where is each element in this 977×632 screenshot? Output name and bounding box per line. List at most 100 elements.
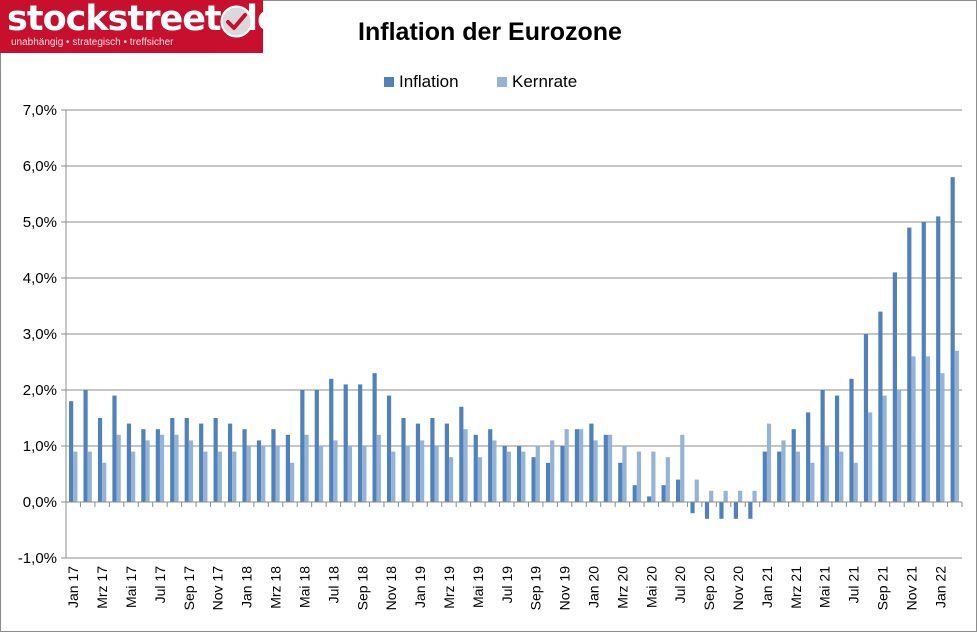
bar-inflation-okt-20 [719,502,724,519]
x-tick-label: Mai 18 [296,566,312,608]
bar-inflation-jan-17 [69,401,74,502]
bar-inflation-okt-21 [892,272,897,502]
legend-label-kernrate: Kernrate [512,72,578,91]
bar-inflation-feb-19 [430,418,435,502]
bar-inflation-mai-17 [126,423,132,502]
bar-inflation-dez-18 [401,418,406,502]
bar-inflation-jul-19 [502,446,507,502]
bar-inflation-jul-17 [155,429,160,502]
bar-kernrate-aug-18 [347,446,352,502]
chart-title: Inflation der Eurozone [358,18,622,46]
bar-inflation-mai-20 [647,496,652,502]
bar-kernrate-feb-20 [607,434,613,502]
bar-inflation-dez-17 [228,423,233,502]
bar-kernrate-aug-20 [694,479,699,502]
x-tick-label: Nov 17 [210,566,226,611]
bar-kernrate-mrz-19 [448,457,454,502]
bar-kernrate-mai-17 [131,451,136,502]
bar-kernrate-jan-17 [73,451,78,502]
bar-kernrate-jan-20 [593,440,598,502]
bar-inflation-sep-21 [878,311,883,502]
legend-label-inflation: Inflation [399,72,459,91]
bar-kernrate-feb-19 [434,446,439,502]
bar-kernrate-jan-22 [940,373,945,502]
y-tick-label: 4,0% [23,270,57,287]
bar-kernrate-okt-21 [896,390,902,502]
x-tick-label: Jan 22 [932,566,948,608]
y-tick-label: 3,0% [23,326,57,343]
bar-kernrate-jun-19 [492,440,497,502]
bar-inflation-jul-21 [849,378,854,502]
bar-inflation-feb-20 [603,434,608,502]
bar-kernrate-aug-17 [174,434,179,502]
bar-inflation-nov-20 [733,502,738,519]
x-tick-label: Sep 21 [875,566,891,611]
bar-inflation-feb-22 [950,177,955,502]
bar-inflation-apr-17 [112,395,117,502]
x-tick-label: Nov 18 [383,566,399,611]
bar-inflation-sep-18 [358,384,363,502]
bar-inflation-sep-20 [704,502,710,519]
bar-inflation-mai-21 [820,390,825,502]
x-tick-label: Jan 19 [412,566,428,608]
bar-inflation-apr-20 [632,485,637,502]
x-tick-label: Jul 20 [672,566,688,604]
bar-inflation-jul-20 [676,479,681,502]
y-tick-label: -1,0% [18,550,57,567]
y-tick-label: 6,0% [23,158,57,175]
bar-inflation-okt-17 [199,423,204,502]
bar-inflation-aug-18 [343,384,348,502]
bar-kernrate-mrz-20 [622,446,627,502]
bar-kernrate-jul-18 [333,440,338,502]
bar-kernrate-mai-19 [477,457,483,502]
bar-kernrate-mrz-18 [275,446,280,502]
bar-kernrate-feb-18 [261,446,266,502]
bar-inflation-mrz-17 [97,418,103,502]
bar-kernrate-aug-21 [868,412,873,502]
x-tick-label: Sep 18 [354,566,370,611]
bar-kernrate-okt-17 [203,451,208,502]
bar-kernrate-dez-21 [925,356,931,502]
bar-inflation-jan-19 [415,423,421,502]
bar-inflation-feb-18 [256,440,262,502]
bar-inflation-aug-19 [517,446,522,502]
x-tick-label: Mrz 19 [441,566,457,609]
bar-kernrate-apr-17 [116,434,121,502]
bar-inflation-nov-21 [907,227,912,502]
x-tick-label: Sep 17 [181,566,197,611]
bar-inflation-aug-17 [170,418,175,502]
x-tick-label: Mrz 17 [94,566,110,609]
brand-logo[interactable]: stockstreet.de unabhängig • strategisch … [0,0,281,53]
x-tick-label: Nov 20 [730,566,746,611]
bar-inflation-jan-21 [762,451,767,502]
bar-inflation-jun-20 [661,485,666,502]
bar-inflation-aug-20 [690,502,695,514]
bar-kernrate-dez-17 [232,451,237,502]
bar-inflation-jul-18 [329,378,334,502]
x-tick-label: Mrz 21 [788,566,804,609]
legend-swatch-kernrate [497,77,507,87]
bar-kernrate-okt-20 [723,490,728,502]
bar-inflation-jan-20 [589,423,594,502]
bar-kernrate-jan-21 [766,423,772,502]
bar-inflation-okt-19 [545,462,551,502]
x-tick-label: Jan 20 [585,566,601,608]
bar-inflation-mrz-21 [791,429,796,502]
bar-inflation-mai-18 [300,390,305,502]
bar-inflation-apr-19 [459,406,464,502]
bar-kernrate-apr-19 [463,429,468,502]
bar-kernrate-nov-19 [564,429,569,502]
bar-inflation-jan-22 [936,216,941,502]
x-tick-label: Nov 19 [557,566,573,611]
bar-inflation-apr-21 [806,412,811,502]
bar-inflation-feb-17 [83,390,88,502]
bar-kernrate-mrz-17 [102,462,107,502]
bar-inflation-dez-21 [921,222,926,502]
bar-kernrate-jun-21 [839,451,844,502]
x-tick-label: Jan 17 [65,566,81,608]
x-tick-label: Sep 19 [528,566,544,611]
bar-inflation-nov-19 [560,446,565,502]
y-tick-label: 7,0% [23,102,57,119]
bar-inflation-jun-21 [834,395,840,502]
